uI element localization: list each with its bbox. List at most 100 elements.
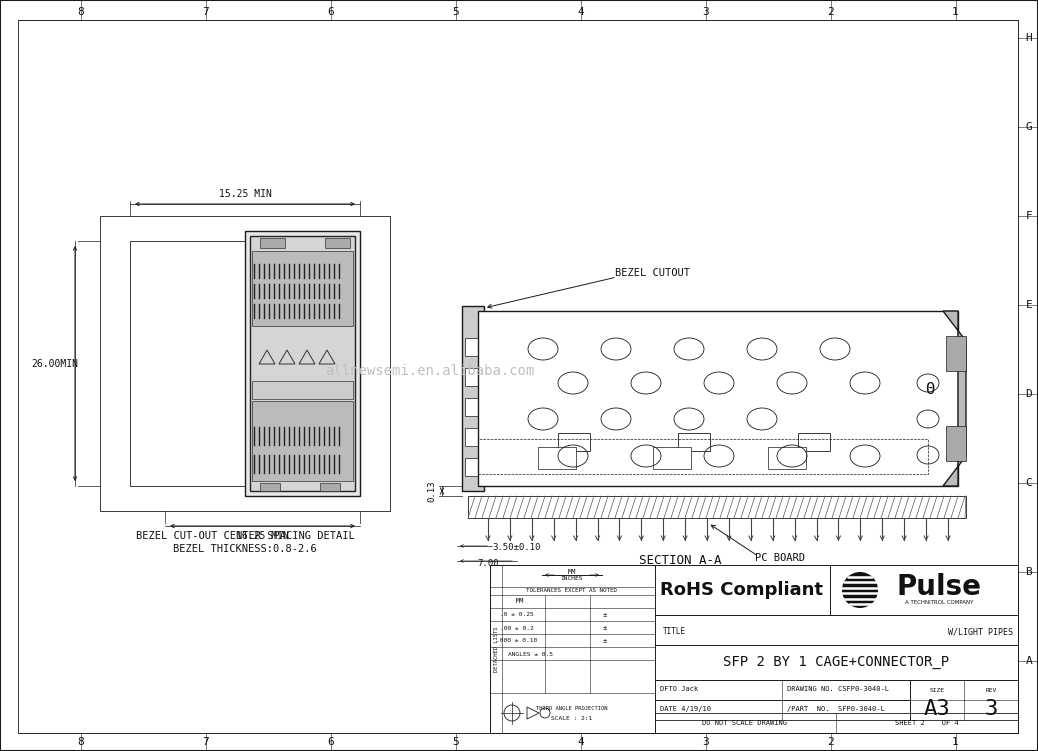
Text: SIZE: SIZE <box>929 689 945 693</box>
Bar <box>252 251 353 326</box>
Text: 5: 5 <box>453 737 459 747</box>
Text: TOLERANCES EXCEPT AS NOTED: TOLERANCES EXCEPT AS NOTED <box>526 589 618 593</box>
Bar <box>479 311 958 319</box>
Text: W/LIGHT PIPES: W/LIGHT PIPES <box>948 628 1013 637</box>
Circle shape <box>842 572 878 608</box>
Text: D: D <box>1026 389 1033 399</box>
Text: 16.25 MIN: 16.25 MIN <box>236 531 289 541</box>
Bar <box>252 401 353 481</box>
Text: 3: 3 <box>702 7 709 17</box>
Text: DETACHED LISTS: DETACHED LISTS <box>493 626 498 671</box>
Text: allnewsemi.en.alibaba.com: allnewsemi.en.alibaba.com <box>325 364 535 378</box>
Bar <box>320 483 340 491</box>
Text: DFTO Jack: DFTO Jack <box>660 686 699 692</box>
Bar <box>655 713 1018 733</box>
Bar <box>465 338 481 356</box>
Text: A3: A3 <box>924 699 951 719</box>
Text: Pulse: Pulse <box>897 573 982 601</box>
Text: 0.13: 0.13 <box>428 480 437 502</box>
Text: SECTION A-A: SECTION A-A <box>638 554 721 568</box>
Text: MM: MM <box>568 569 576 575</box>
Bar <box>479 311 958 486</box>
Text: 7: 7 <box>202 7 209 17</box>
Text: DRAWING NO. CSFP0-3040-L: DRAWING NO. CSFP0-3040-L <box>787 686 889 692</box>
Text: 4: 4 <box>577 737 583 747</box>
Text: A: A <box>1026 656 1033 666</box>
Text: 2: 2 <box>827 7 834 17</box>
Text: BEZEL CUT-OUT CENTER SPACING DETAIL: BEZEL CUT-OUT CENTER SPACING DETAIL <box>136 531 354 541</box>
Bar <box>260 483 280 491</box>
Text: 26.00MIN: 26.00MIN <box>31 359 79 369</box>
Text: 3.50±0.10: 3.50±0.10 <box>492 544 541 553</box>
Text: 6: 6 <box>327 7 334 17</box>
Text: BEZEL THICKNESS:0.8-2.6: BEZEL THICKNESS:0.8-2.6 <box>173 544 317 554</box>
Bar <box>490 565 502 733</box>
Bar <box>678 433 710 451</box>
Bar <box>655 565 830 615</box>
Text: 7.00: 7.00 <box>477 559 498 568</box>
Text: SCALE : 2:1: SCALE : 2:1 <box>551 716 593 722</box>
Text: INCHES: INCHES <box>561 577 583 581</box>
Polygon shape <box>943 311 966 486</box>
Bar <box>465 398 481 416</box>
Text: REV: REV <box>985 689 996 693</box>
Bar <box>465 368 481 386</box>
Bar <box>325 238 350 248</box>
Bar <box>479 439 928 474</box>
Text: MM: MM <box>516 598 524 604</box>
Bar <box>655 615 1018 645</box>
Bar <box>655 645 1018 680</box>
Text: 1: 1 <box>952 737 959 747</box>
Bar <box>250 236 355 491</box>
Text: ±: ± <box>603 612 607 618</box>
Text: A TECHNITROL COMPANY: A TECHNITROL COMPANY <box>905 601 974 605</box>
Text: 2: 2 <box>827 737 834 747</box>
Bar <box>100 216 390 511</box>
Text: ±: ± <box>603 638 607 644</box>
Bar <box>490 565 655 733</box>
Bar <box>830 565 1018 615</box>
Bar <box>130 241 265 486</box>
Bar <box>465 458 481 476</box>
Text: THIRD ANGLE PROJECTION: THIRD ANGLE PROJECTION <box>537 705 608 710</box>
Bar <box>465 428 481 446</box>
Text: SHEET 2    OF 4: SHEET 2 OF 4 <box>895 720 959 726</box>
Text: 5: 5 <box>453 7 459 17</box>
Text: DATE 4/19/10: DATE 4/19/10 <box>660 706 711 712</box>
Text: 3: 3 <box>702 737 709 747</box>
Bar <box>946 426 966 461</box>
Text: B: B <box>1026 567 1033 577</box>
Bar <box>245 231 360 496</box>
Text: ANGLES ± 0.5: ANGLES ± 0.5 <box>508 652 552 656</box>
Bar <box>479 478 958 486</box>
Text: 3: 3 <box>984 699 998 719</box>
Bar <box>468 496 966 518</box>
Bar <box>462 306 484 491</box>
Text: ±: ± <box>603 625 607 631</box>
Text: 7: 7 <box>202 737 209 747</box>
Text: BEZEL CUTOUT: BEZEL CUTOUT <box>614 268 690 278</box>
Text: C: C <box>1026 478 1033 488</box>
Bar <box>260 238 285 248</box>
Text: 6: 6 <box>327 737 334 747</box>
Bar <box>653 447 691 469</box>
Text: 1: 1 <box>952 7 959 17</box>
Text: DO NOT SCALE DRAWING: DO NOT SCALE DRAWING <box>703 720 788 726</box>
Text: 4: 4 <box>577 7 583 17</box>
Bar <box>490 565 1018 733</box>
Text: /PART  NO.  SFP0-3040-L: /PART NO. SFP0-3040-L <box>787 706 884 712</box>
Text: .00 ± 0.2: .00 ± 0.2 <box>500 626 534 631</box>
Text: E: E <box>1026 300 1033 310</box>
Bar <box>655 680 910 700</box>
Text: 8: 8 <box>77 7 84 17</box>
Bar <box>910 680 1018 720</box>
Text: 8: 8 <box>77 737 84 747</box>
Bar <box>768 447 805 469</box>
Text: RoHS Compliant: RoHS Compliant <box>660 581 823 599</box>
Text: SFP 2 BY 1 CAGE+CONNECTOR_P: SFP 2 BY 1 CAGE+CONNECTOR_P <box>722 655 949 669</box>
Text: PC BOARD: PC BOARD <box>755 553 805 563</box>
Text: .000 ± 0.10: .000 ± 0.10 <box>496 638 538 644</box>
Text: .0 ± 0.25: .0 ± 0.25 <box>500 613 534 617</box>
Text: G: G <box>1026 122 1033 132</box>
Bar <box>538 447 576 469</box>
